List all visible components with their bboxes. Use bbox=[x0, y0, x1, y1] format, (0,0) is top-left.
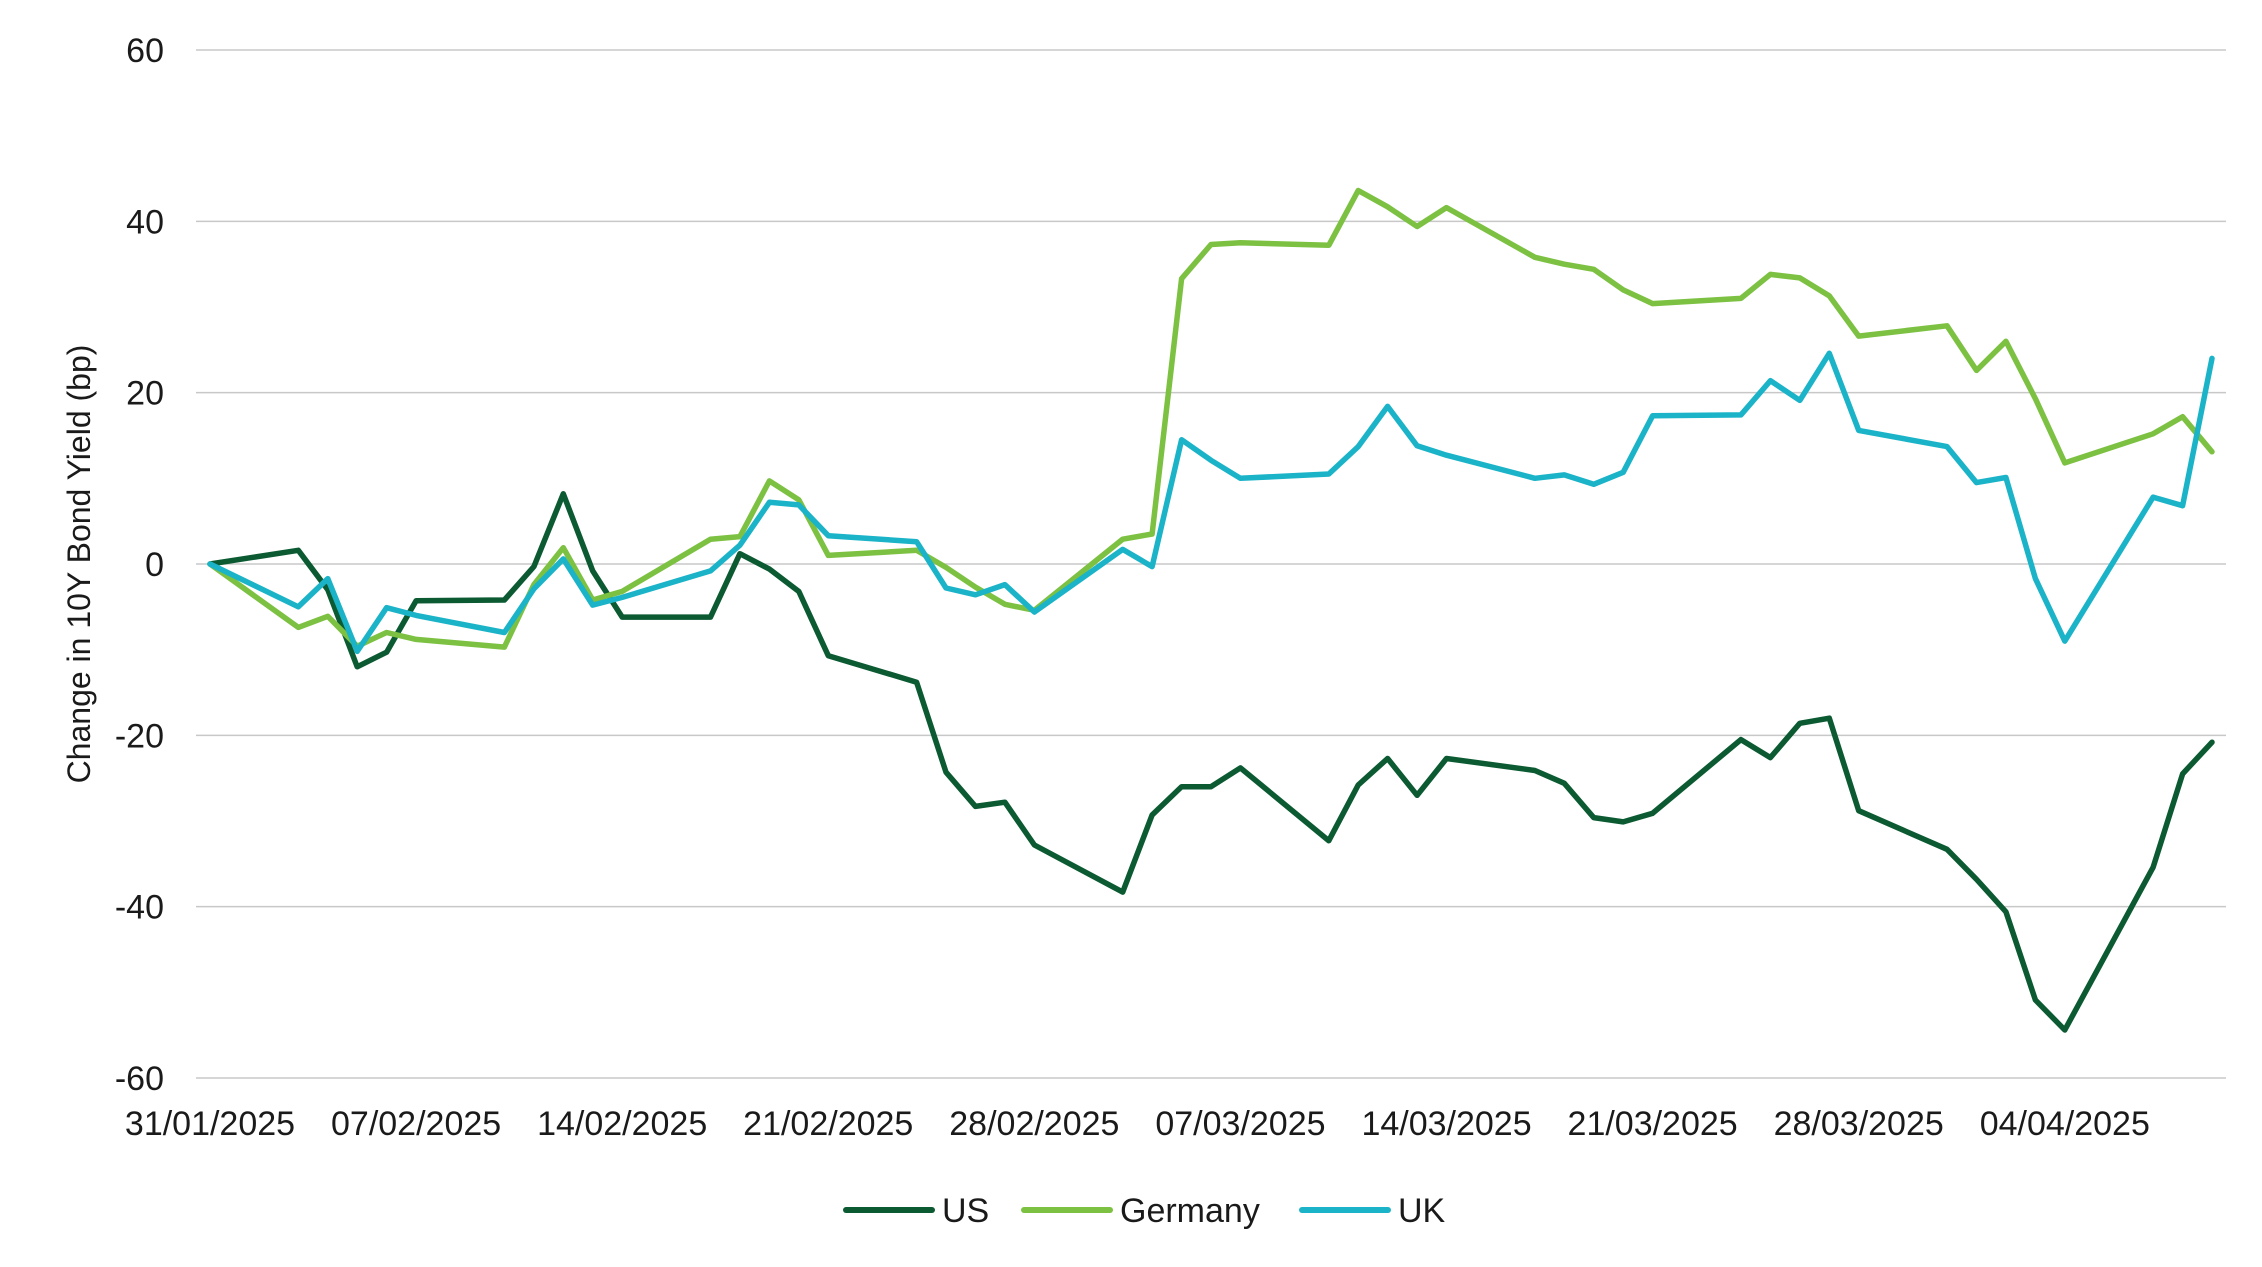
x-tick-label: 28/03/2025 bbox=[1774, 1105, 1944, 1143]
legend: US Germany UK bbox=[843, 1192, 1446, 1230]
y-tick-label: -20 bbox=[115, 717, 164, 755]
y-tick-label: -60 bbox=[115, 1060, 164, 1098]
y-tick-label: 60 bbox=[126, 32, 164, 70]
y-tick-label: -40 bbox=[115, 889, 164, 927]
x-tick-label: 07/02/2025 bbox=[331, 1105, 501, 1143]
x-tick-label: 14/03/2025 bbox=[1361, 1105, 1531, 1143]
x-tick-label: 21/03/2025 bbox=[1568, 1105, 1738, 1143]
series-line-germany bbox=[207, 187, 2215, 650]
y-tick-label: 0 bbox=[145, 546, 164, 584]
x-tick-label: 04/04/2025 bbox=[1980, 1105, 2150, 1143]
x-tick-label: 28/02/2025 bbox=[949, 1105, 1119, 1143]
y-axis-ticks: -60 -40 -20 0 20 40 60 bbox=[115, 32, 164, 1098]
x-tick-label: 31/01/2025 bbox=[125, 1105, 295, 1143]
legend-label: Germany bbox=[1120, 1192, 1260, 1230]
y-tick-label: 20 bbox=[126, 375, 164, 413]
legend-label: US bbox=[942, 1192, 989, 1230]
legend-label: UK bbox=[1398, 1192, 1446, 1230]
x-tick-label: 14/02/2025 bbox=[537, 1105, 707, 1143]
series-line-us bbox=[207, 491, 2215, 1033]
x-tick-label: 21/02/2025 bbox=[743, 1105, 913, 1143]
y-tick-label: 40 bbox=[126, 203, 164, 241]
y-axis-label: Change in 10Y Bond Yield (bp) bbox=[61, 345, 97, 784]
series-lines bbox=[207, 187, 2215, 1033]
x-tick-label: 07/03/2025 bbox=[1155, 1105, 1325, 1143]
gridlines bbox=[196, 49, 2226, 1079]
series-line-uk bbox=[207, 350, 2215, 655]
x-axis-ticks: 31/01/2025 07/02/2025 14/02/2025 21/02/2025… bbox=[125, 1105, 2150, 1143]
